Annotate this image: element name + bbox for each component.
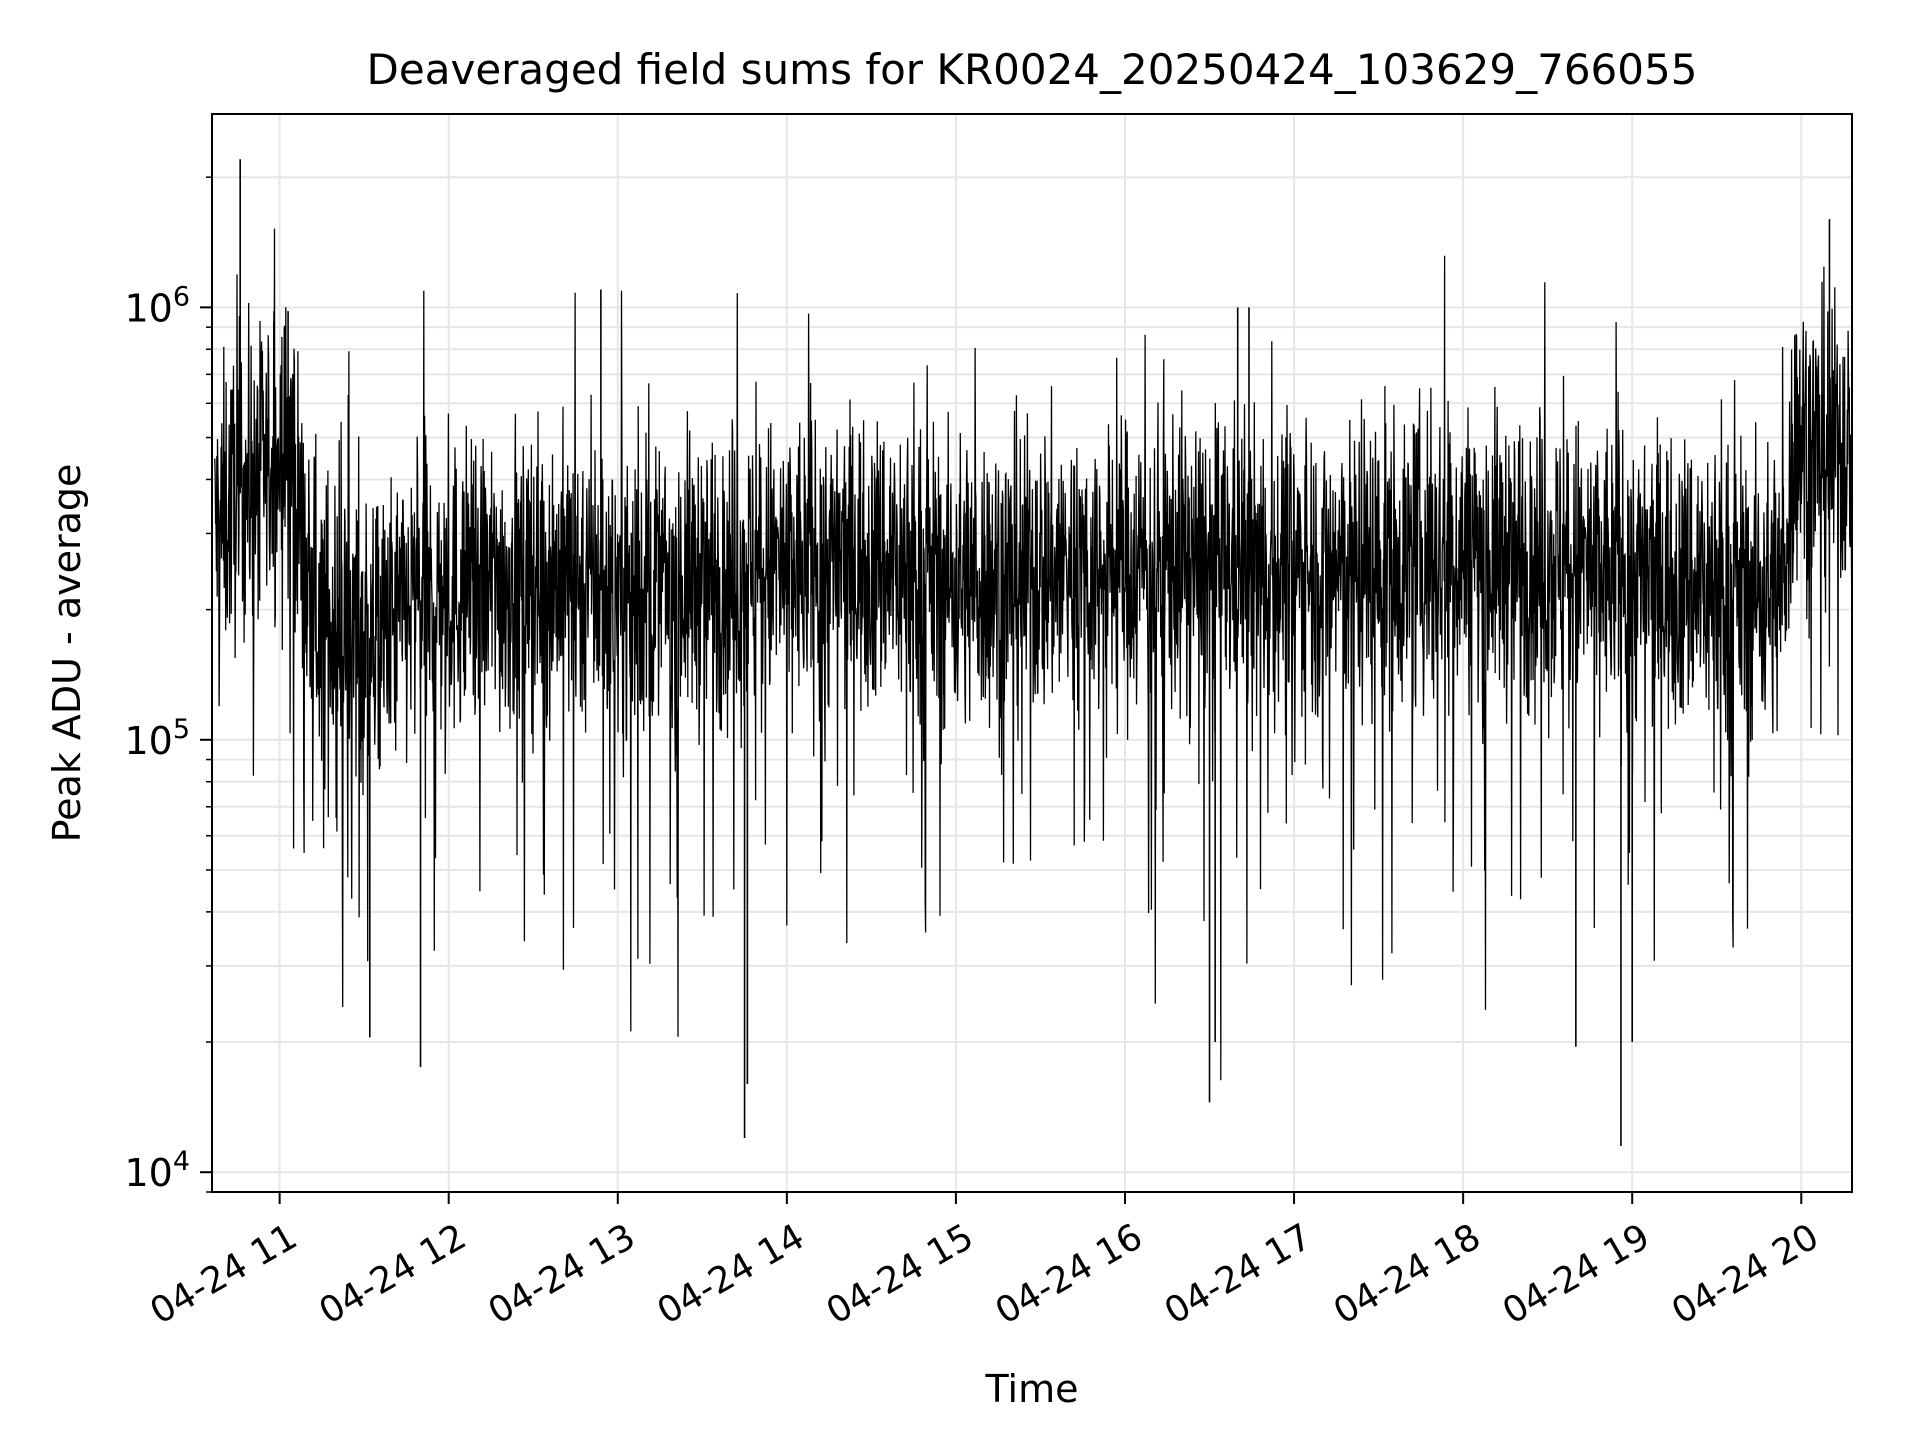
y-tick-label: 105 xyxy=(124,714,190,763)
plot-frame xyxy=(211,113,1853,1193)
x-axis-label: Time xyxy=(985,1367,1079,1411)
grid-layer xyxy=(212,114,1852,1193)
chart-title: Deaveraged field sums for KR0024_2025042… xyxy=(367,45,1698,94)
data-layer xyxy=(214,159,1853,1146)
series-line xyxy=(214,228,1853,1081)
y-tick-label: 106 xyxy=(124,281,190,330)
y-axis-label: Peak ADU - average xyxy=(45,464,89,843)
y-tick-label: 104 xyxy=(124,1146,190,1195)
